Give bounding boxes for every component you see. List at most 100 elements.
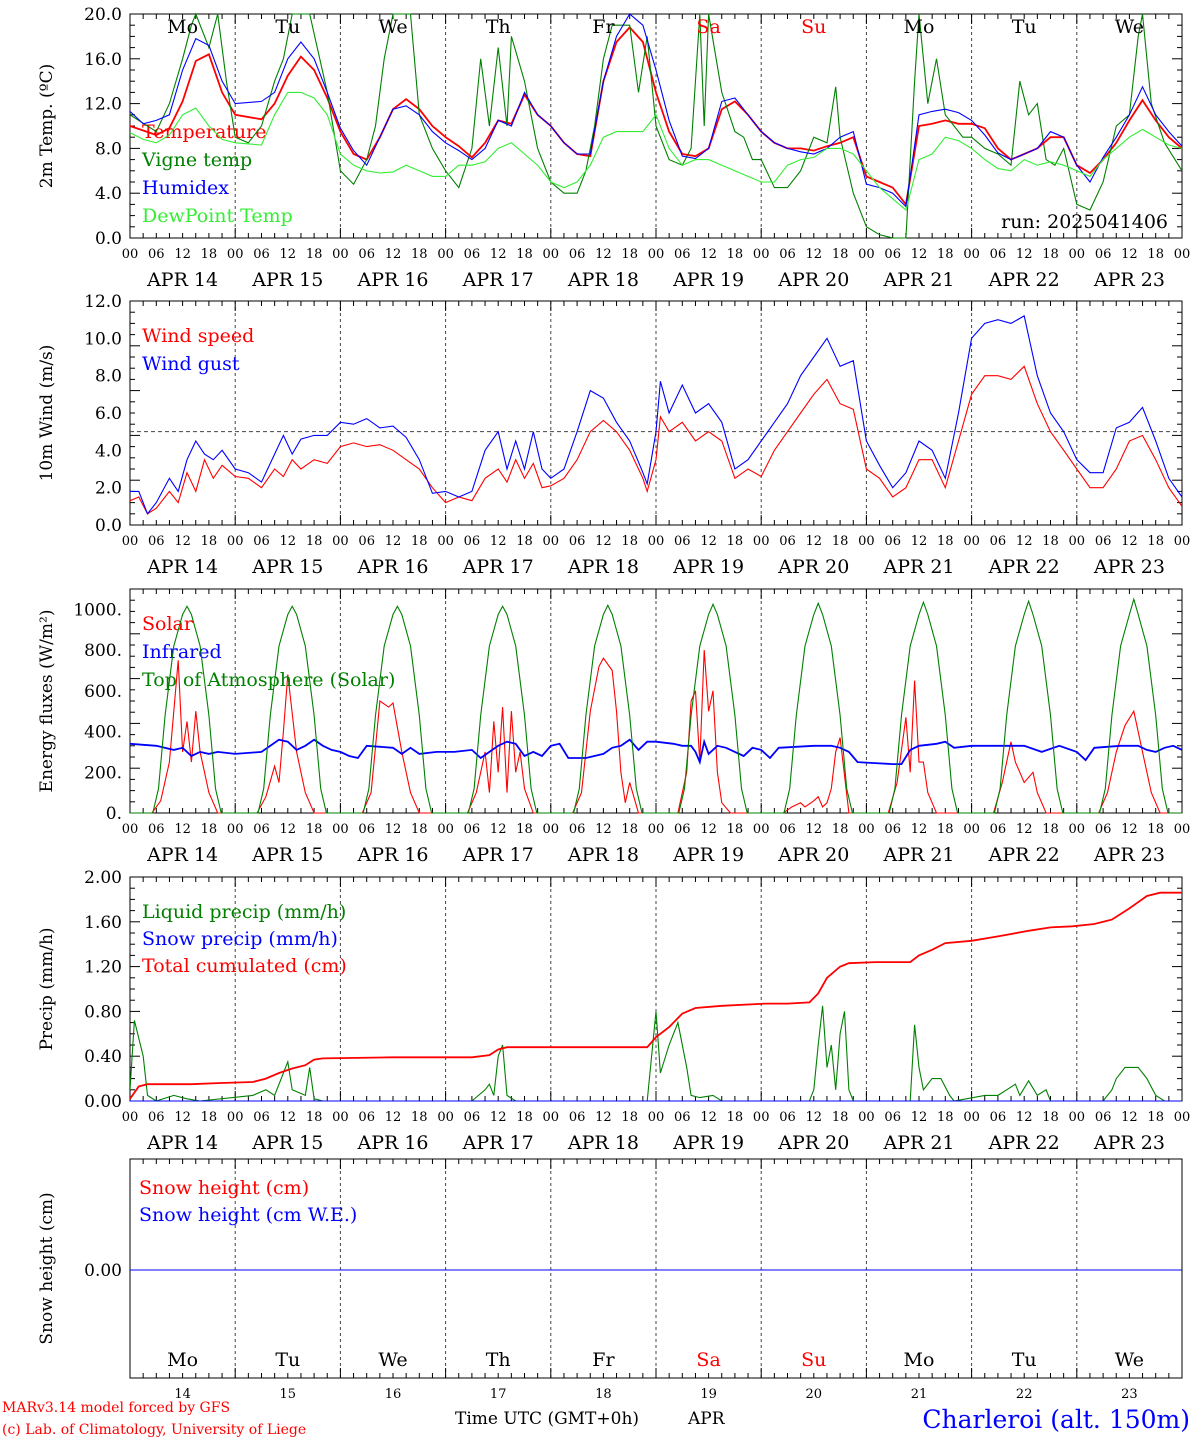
day-number-label: 16 — [385, 1387, 402, 1402]
legend-entry: Snow precip (mm/h) — [142, 928, 338, 950]
legend-entry: Liquid precip (mm/h) — [142, 901, 346, 923]
day-number-label: 20 — [806, 1387, 823, 1402]
series-line-total-cumulated-cm — [130, 891, 1182, 1100]
weekday-label: Mo — [904, 1349, 935, 1371]
weekday-label: Th — [486, 1349, 511, 1371]
hour-tick-label: 06 — [779, 247, 796, 262]
hour-tick-label: 12 — [1121, 1110, 1138, 1125]
hour-tick-label: 00 — [332, 534, 349, 549]
weekday-label: Sa — [696, 1349, 720, 1371]
hour-tick-label: 06 — [253, 247, 270, 262]
hour-tick-label: 12 — [1016, 1110, 1033, 1125]
weekday-label: Tu — [1012, 16, 1037, 38]
legend-entry: Snow height (cm W.E.) — [139, 1204, 357, 1226]
hour-tick-label: 18 — [306, 1110, 323, 1125]
hour-tick-label: 12 — [1121, 534, 1138, 549]
hour-tick-label: 00 — [122, 247, 139, 262]
weekday-label: Th — [486, 16, 511, 38]
weekday-label: We — [1115, 16, 1144, 38]
chart-snow: 0.00 Snow height (cm) Snow height (cm) Snow… — [37, 1158, 1183, 1402]
date-label: APR 22 — [988, 844, 1060, 866]
date-label: APR 23 — [1093, 1132, 1165, 1154]
day-number-label: 15 — [280, 1387, 297, 1402]
y-tick-label: 16.0 — [84, 50, 122, 70]
weekday-label: Su — [801, 1349, 826, 1371]
hour-tick-label: 00 — [227, 1110, 244, 1125]
y-tick-label: 2.0 — [95, 479, 122, 499]
weekday-label: Sa — [696, 16, 720, 38]
hour-tick-label: 12 — [1121, 822, 1138, 837]
date-label: APR 21 — [882, 269, 954, 291]
weekday-label: Fr — [592, 16, 615, 38]
hour-tick-label: 12 — [1016, 822, 1033, 837]
hour-tick-label: 00 — [332, 822, 349, 837]
hour-tick-label: 18 — [1147, 247, 1164, 262]
y-tick-label: 400. — [84, 723, 122, 743]
y-tick-label: 8.0 — [95, 367, 122, 387]
hour-tick-label: 12 — [700, 247, 717, 262]
hour-tick-label: 18 — [306, 822, 323, 837]
weekday-label: We — [378, 1349, 407, 1371]
hour-tick-label: 18 — [937, 1110, 954, 1125]
panels: 0.04.08.012.016.020.02m Temp. (ºC) Temper… — [37, 5, 1190, 1402]
y-tick-label: 600. — [84, 682, 122, 702]
hour-tick-label: 06 — [674, 1110, 691, 1125]
date-label: APR 16 — [356, 269, 428, 291]
hour-tick-label: 00 — [543, 534, 560, 549]
hour-tick-label: 06 — [884, 534, 901, 549]
series-line-top-of-atmosphere-solar — [130, 597, 1182, 814]
hour-tick-label: 00 — [332, 1110, 349, 1125]
date-label: APR 22 — [988, 269, 1060, 291]
hour-tick-label: 00 — [437, 822, 454, 837]
hour-tick-label: 12 — [1121, 247, 1138, 262]
hour-tick-label: 12 — [174, 1110, 191, 1125]
footer: MARv3.14 model forced by GFS (c) Lab. of… — [2, 1400, 1190, 1438]
hour-tick-label: 18 — [516, 247, 533, 262]
weekday-label: Fr — [592, 1349, 615, 1371]
hour-tick-label: 18 — [621, 822, 638, 837]
hour-tick-label: 12 — [174, 534, 191, 549]
hour-tick-label: 18 — [1042, 247, 1059, 262]
date-label: APR 18 — [567, 269, 639, 291]
hour-tick-label: 06 — [1095, 822, 1112, 837]
hour-tick-label: 00 — [753, 247, 770, 262]
hour-tick-label: 12 — [700, 1110, 717, 1125]
hour-tick-label: 00 — [858, 822, 875, 837]
hour-tick-label: 00 — [332, 247, 349, 262]
legend-entry: Top of Atmosphere (Solar) — [142, 669, 395, 691]
date-label: APR 19 — [672, 556, 744, 578]
weekday-label: Tu — [275, 1349, 300, 1371]
hour-tick-label: 00 — [648, 534, 665, 549]
hour-tick-label: 18 — [1042, 822, 1059, 837]
day-number-label: 17 — [490, 1387, 507, 1402]
hour-tick-label: 18 — [516, 534, 533, 549]
hour-tick-label: 18 — [201, 1110, 218, 1125]
weekday-label: Mo — [167, 1349, 198, 1371]
hour-tick-label: 06 — [148, 822, 165, 837]
y-tick-label: 4.0 — [95, 441, 122, 461]
date-label: APR 14 — [146, 269, 218, 291]
date-label: APR 18 — [567, 844, 639, 866]
hour-tick-label: 12 — [595, 247, 612, 262]
legend-entry: Infrared — [142, 641, 222, 663]
hour-tick-label: 00 — [858, 247, 875, 262]
date-label: APR 16 — [356, 556, 428, 578]
hour-tick-label: 18 — [621, 1110, 638, 1125]
hour-tick-label: 18 — [727, 534, 744, 549]
date-label: APR 21 — [882, 1132, 954, 1154]
y-tick-label: 0.0 — [95, 516, 122, 536]
date-label: APR 19 — [672, 1132, 744, 1154]
legend-entry: Humidex — [142, 177, 229, 199]
hour-tick-label: 06 — [464, 534, 481, 549]
hour-tick-label: 12 — [385, 534, 402, 549]
hour-tick-label: 00 — [122, 534, 139, 549]
hour-tick-label: 06 — [148, 534, 165, 549]
series-line-dewpoint-temp — [130, 91, 1182, 211]
hour-tick-label: 18 — [411, 1110, 428, 1125]
day-number-label: 18 — [595, 1387, 612, 1402]
y-tick-label: 1000. — [73, 600, 122, 620]
time-axis-label: Time UTC (GMT+0h) — [455, 1409, 639, 1429]
series-line-solar — [130, 650, 1182, 814]
legend-entry: Solar — [142, 613, 194, 635]
legend-entry: Wind gust — [142, 353, 240, 375]
